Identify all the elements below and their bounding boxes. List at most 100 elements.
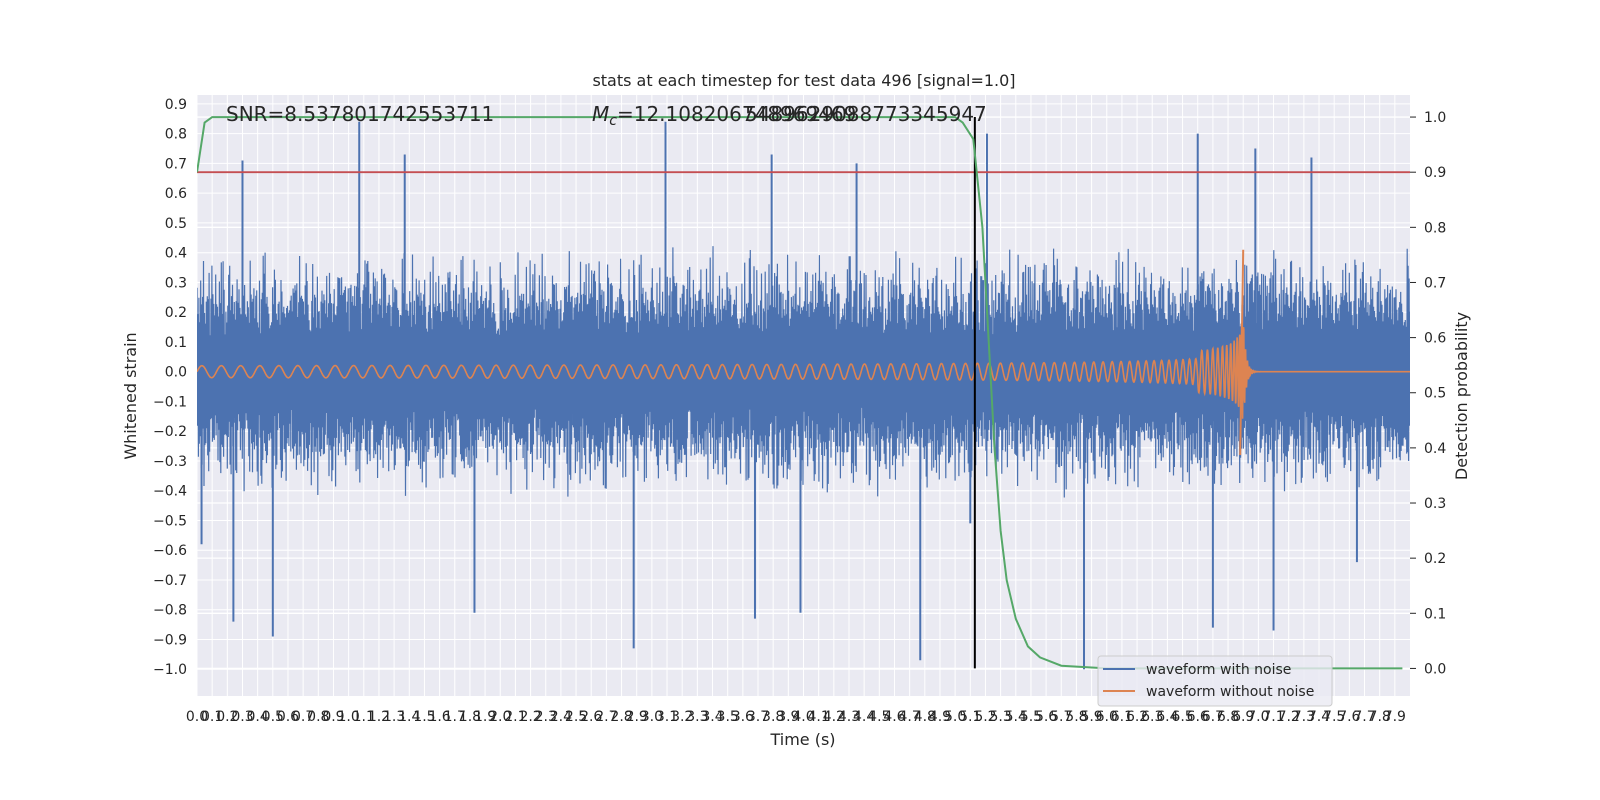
x-tick-label: 5.9 — [1080, 709, 1102, 725]
y2-tick-label: 1.0 — [1424, 110, 1446, 126]
y-tick-label: 0.0 — [165, 365, 187, 381]
x-tick-label: 5.2 — [974, 709, 996, 725]
series-clean-line — [197, 322, 1410, 419]
snr-annotation: SNR=8.537801742553711 — [226, 102, 494, 126]
x-tick-label: 4.3 — [838, 709, 860, 725]
series-detection-probability — [197, 116, 1403, 670]
y-tick-label: 0.4 — [165, 246, 187, 262]
y2-tick-label: 0.5 — [1424, 386, 1446, 402]
x-tick-label: 1.6 — [428, 709, 450, 725]
x-tick-label: 2.9 — [626, 709, 648, 725]
y2-tick-label: 0.4 — [1424, 441, 1446, 457]
x-tick-label: 2.6 — [580, 709, 602, 725]
x-tick-label: 0.4 — [247, 709, 269, 725]
x-tick-label: 3.7 — [747, 709, 769, 725]
x-tick-label: 3.1 — [656, 709, 678, 725]
x-tick-label: 7.8 — [1369, 709, 1391, 725]
x-tick-label: 4.5 — [868, 709, 890, 725]
x-tick-label: 5.5 — [1020, 709, 1042, 725]
chart-title: stats at each timestep for test data 496… — [592, 71, 1015, 90]
plot-area — [197, 116, 1410, 670]
chirp-merger-peak — [1239, 249, 1245, 456]
x-tick-label: 0.9 — [322, 709, 344, 725]
y-axis-label: Whitened strain — [121, 332, 140, 459]
x-tick-label: 5.0 — [944, 709, 966, 725]
x-tick-label: 4.4 — [853, 709, 875, 725]
x-tick-label: 1.0 — [337, 709, 359, 725]
x-tick-label: 2.8 — [610, 709, 632, 725]
x-tick-label: 0.0 — [186, 709, 208, 725]
y-tick-label: 0.2 — [165, 305, 187, 321]
y2-tick-label: 0.3 — [1424, 496, 1446, 512]
x-tick-label: 6.0 — [1096, 709, 1118, 725]
x-tick-label: 4.0 — [792, 709, 814, 725]
x-tick-label: 3.2 — [671, 709, 693, 725]
x-tick-label: 0.3 — [231, 709, 253, 725]
x-tick-label: 6.8 — [1217, 709, 1239, 725]
x-tick-label: 5.7 — [1050, 709, 1072, 725]
y-tick-label: −0.9 — [153, 632, 187, 648]
x-tick-label: 1.9 — [474, 709, 496, 725]
x-tick-label: 4.9 — [929, 709, 951, 725]
x-tick-label: 1.1 — [353, 709, 375, 725]
x-tick-label: 6.2 — [1126, 709, 1148, 725]
y-tick-label: −0.1 — [153, 394, 187, 410]
legend-label-clean: waveform without noise — [1146, 684, 1314, 700]
y-tick-label: −0.3 — [153, 454, 187, 470]
x-tick-label: 7.7 — [1353, 709, 1375, 725]
x-tick-label: 6.9 — [1232, 709, 1254, 725]
x-tick-label: 4.1 — [808, 709, 830, 725]
x-tick-label: 3.8 — [762, 709, 784, 725]
x-tick-label: 2.4 — [550, 709, 572, 725]
x-tick-label: 3.6 — [732, 709, 754, 725]
x-tick-label: 1.5 — [413, 709, 435, 725]
x-tick-label: 0.8 — [307, 709, 329, 725]
x-tick-label: 1.3 — [383, 709, 405, 725]
y2-axis-ticks: 1.0 0.9 0.8 0.7 0.6 0.5 0.4 0.3 0.2 0.1 0.0 — [1410, 110, 1446, 677]
x-tick-label: 2.1 — [504, 709, 526, 725]
x-tick-label: 6.1 — [1111, 709, 1133, 725]
chirp-mass-annotation: Mc=12.108206748969469 — [592, 102, 856, 129]
x-tick-label: 7.4 — [1308, 709, 1330, 725]
x-tick-label: 6.5 — [1171, 709, 1193, 725]
chirp-mass-symbol: M — [592, 102, 609, 126]
x-tick-label: 2.7 — [595, 709, 617, 725]
y2-tick-label: 0.8 — [1424, 220, 1446, 236]
x-tick-label: 0.5 — [262, 709, 284, 725]
x-tick-label: 5.3 — [989, 709, 1011, 725]
y-tick-label: −0.4 — [153, 484, 187, 500]
x-tick-label: 7.5 — [1323, 709, 1345, 725]
x-axis-ticks: 0.00.10.20.30.40.50.60.70.80.91.01.11.21… — [186, 709, 1406, 725]
x-tick-label: 5.6 — [1035, 709, 1057, 725]
y-tick-label: −0.5 — [153, 513, 187, 529]
y-tick-label: 0.3 — [165, 275, 187, 291]
x-axis-label: Time (s) — [769, 730, 835, 749]
y-tick-label: 0.6 — [165, 186, 187, 202]
y-tick-label: 0.8 — [165, 127, 187, 143]
x-tick-label: 0.1 — [201, 709, 223, 725]
y-tick-label: −0.8 — [153, 603, 187, 619]
y-tick-label: −1.0 — [153, 662, 187, 678]
x-tick-label: 7.0 — [1247, 709, 1269, 725]
chirp-mass-value: =12.108206748969469 — [617, 102, 856, 126]
x-tick-label: 2.0 — [489, 709, 511, 725]
x-tick-label: 4.7 — [899, 709, 921, 725]
legend: waveform with noise waveform without noi… — [1097, 655, 1333, 707]
series-noise-line — [197, 246, 1410, 498]
y2-tick-label: 0.2 — [1424, 551, 1446, 567]
x-tick-label: 4.8 — [914, 709, 936, 725]
chirp-mass-subscript: c — [609, 113, 617, 129]
x-tick-label: 3.3 — [686, 709, 708, 725]
legend-label-noise: waveform with noise — [1146, 662, 1291, 678]
x-tick-label: 7.1 — [1262, 709, 1284, 725]
y2-tick-label: 0.6 — [1424, 331, 1446, 347]
x-tick-label: 0.2 — [216, 709, 238, 725]
x-tick-label: 4.2 — [823, 709, 845, 725]
x-tick-label: 1.2 — [368, 709, 390, 725]
x-tick-label: 3.4 — [701, 709, 723, 725]
x-tick-label: 7.3 — [1293, 709, 1315, 725]
x-tick-label: 3.9 — [777, 709, 799, 725]
x-tick-label: 5.1 — [959, 709, 981, 725]
x-tick-label: 3.5 — [717, 709, 739, 725]
